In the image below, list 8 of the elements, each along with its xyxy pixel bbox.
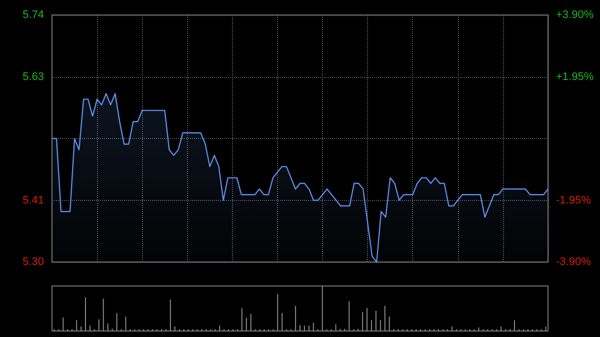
y-tick-label: 5.63 <box>22 70 44 83</box>
y2-tick-label: -1.95% <box>556 194 592 206</box>
y2-tick-label: -3.90% <box>556 256 592 268</box>
y-tick-label: 5.74 <box>22 9 44 21</box>
y2-tick-label: +3.90% <box>556 9 594 21</box>
y-tick-label: 5.30 <box>22 256 44 268</box>
y2-tick-label: +1.95% <box>556 70 594 83</box>
y-tick-label: 5.41 <box>22 194 44 206</box>
